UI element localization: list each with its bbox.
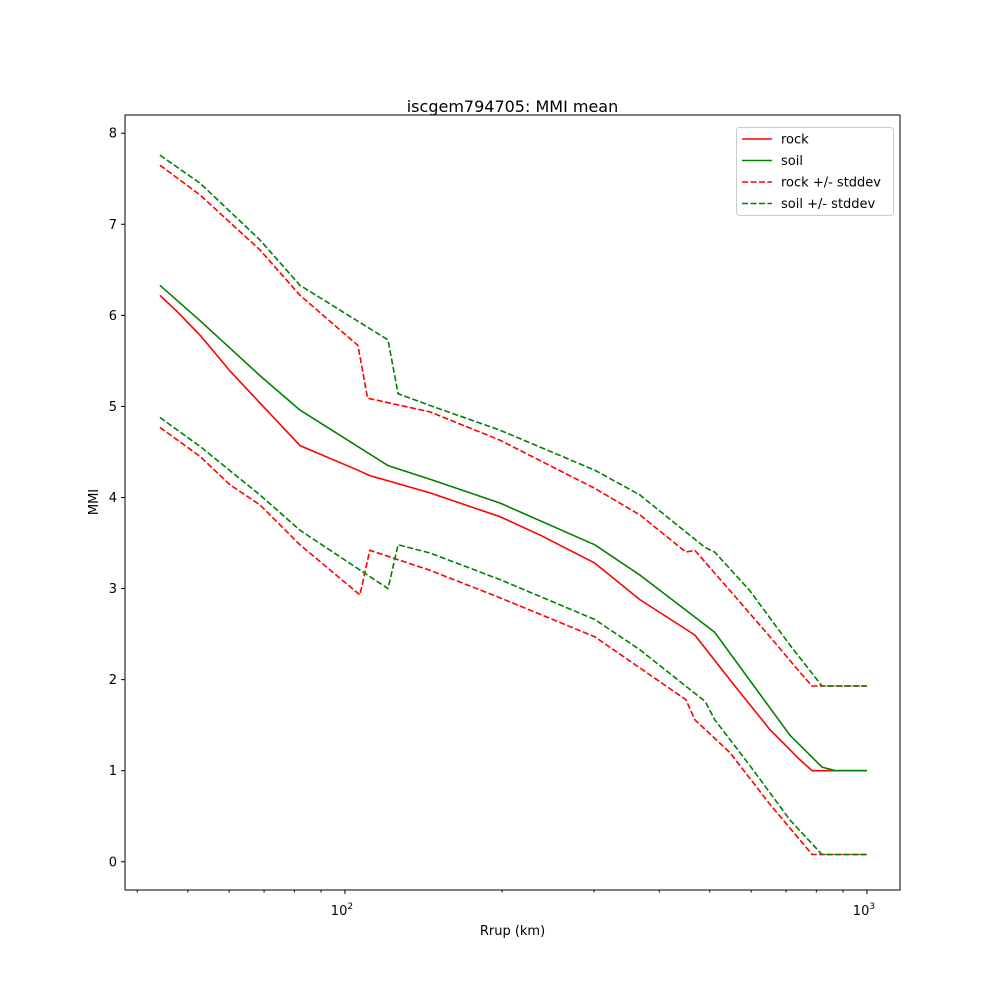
legend-box <box>736 127 894 216</box>
y-tick-label: 0 <box>109 855 117 870</box>
legend-label: rock <box>781 133 809 148</box>
legend-label: soil <box>781 154 803 169</box>
series-line-rock <box>159 294 867 772</box>
y-tick-label: 2 <box>109 673 117 688</box>
x-tick-label: 103 <box>853 902 875 919</box>
plot-area <box>159 154 867 856</box>
series-line-rock-stddev <box>159 164 867 687</box>
y-tick-label: 1 <box>109 764 117 779</box>
y-tick-label: 6 <box>109 309 117 324</box>
x-axis-label: Rrup (km) <box>480 924 545 939</box>
series-line-soil-stddev <box>159 154 867 687</box>
y-tick-label: 3 <box>109 582 117 597</box>
series-line-soil <box>159 284 867 772</box>
x-tick-label: 102 <box>331 902 353 919</box>
series-line-stddev-5 <box>159 416 867 856</box>
y-tick-label: 5 <box>109 400 117 415</box>
y-axis-label: MMI <box>87 489 102 515</box>
axes-frame <box>124 114 901 891</box>
y-tick-label: 7 <box>109 218 117 233</box>
chart-title: iscgem794705: MMI mean <box>407 97 619 116</box>
series-line-stddev-3 <box>159 426 867 856</box>
y-tick-label: 4 <box>109 491 117 506</box>
axis-ticks: 0 1 2 3 4 5 6 7 8 102 103 <box>109 127 875 919</box>
legend-label: rock +/- stddev <box>781 176 881 191</box>
y-tick-label: 8 <box>109 127 117 142</box>
legend: rock soil rock +/- stddev soil +/- stddev <box>736 127 894 216</box>
legend-label: soil +/- stddev <box>781 197 876 212</box>
